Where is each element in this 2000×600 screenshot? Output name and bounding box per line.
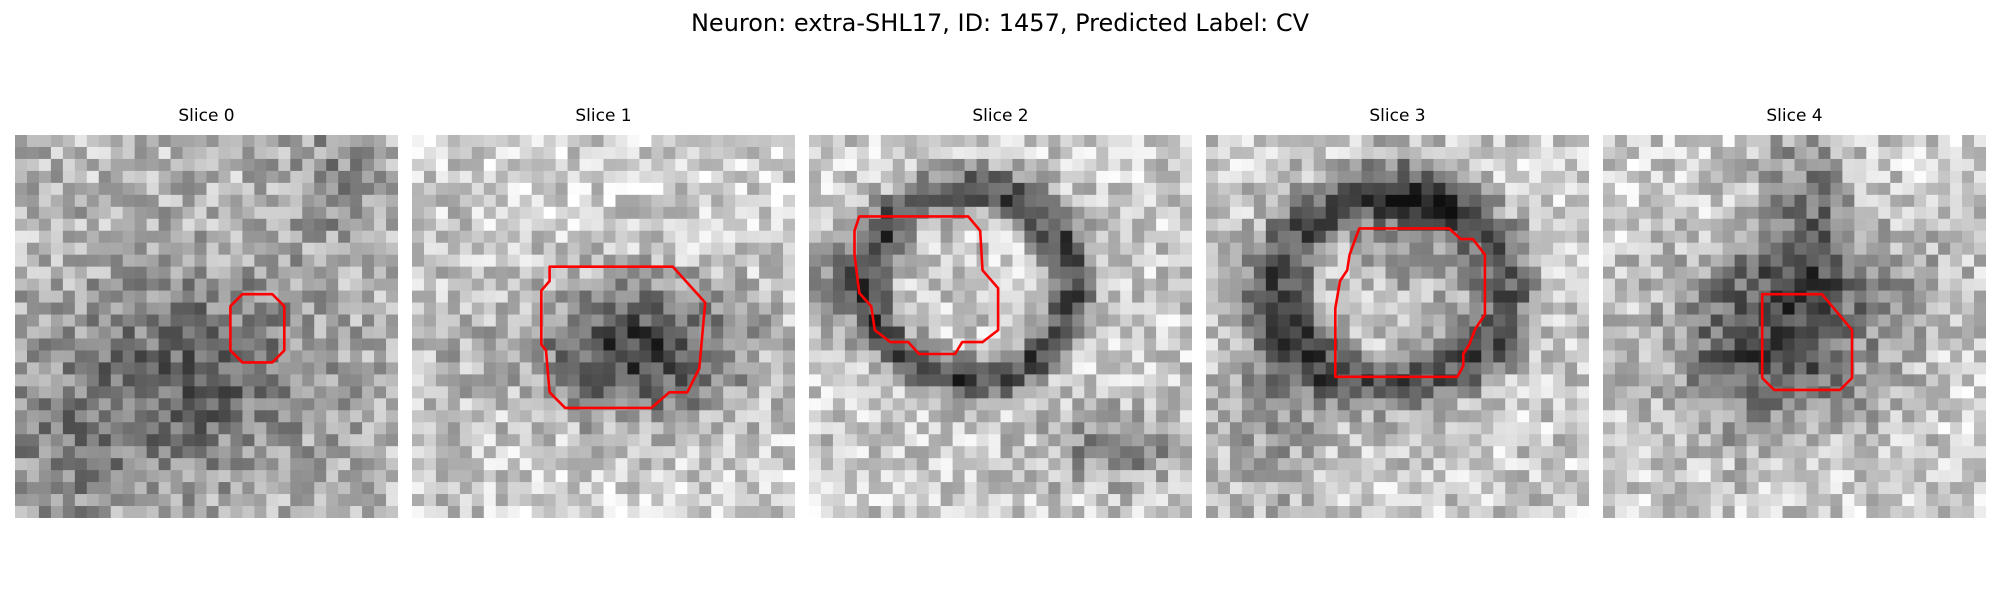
pixel-grid [809,135,1192,518]
slice-image-4 [1603,135,1986,518]
slice-title-4: Slice 4 [1766,106,1823,126]
pixel-grid [1206,135,1589,518]
roi-contour [1760,292,1854,392]
slice-image-2 [809,135,1192,518]
slice-title-2: Slice 2 [972,106,1029,126]
figure-title: Neuron: extra-SHL17, ID: 1457, Predicted… [690,9,1310,37]
pixel-grid [15,135,398,518]
slice-title-1: Slice 1 [575,106,632,126]
roi-contour [1334,227,1487,379]
pixel-grid [412,135,795,518]
slice-title-0: Slice 0 [178,106,235,126]
slice-title-3: Slice 3 [1369,106,1426,126]
pixel-grid [1603,135,1986,518]
roi-contour [229,292,286,364]
roi-contour [540,265,707,410]
slice-image-0 [15,135,398,518]
roi-contour [853,215,1000,356]
slice-image-3 [1206,135,1589,518]
slice-image-1 [412,135,795,518]
